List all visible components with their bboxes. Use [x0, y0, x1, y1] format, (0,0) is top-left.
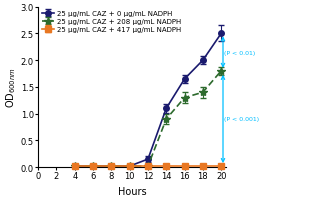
X-axis label: Hours: Hours — [117, 186, 146, 196]
Legend: 25 μg/mL CAZ + 0 μg/mL NADPH, 25 μg/mL CAZ + 208 μg/mL NADPH, 25 μg/mL CAZ + 417: 25 μg/mL CAZ + 0 μg/mL NADPH, 25 μg/mL C… — [40, 10, 183, 35]
Text: (P < 0.001): (P < 0.001) — [224, 117, 259, 122]
Y-axis label: OD$_{600nm}$: OD$_{600nm}$ — [4, 67, 18, 108]
Text: (P < 0.01): (P < 0.01) — [224, 50, 256, 55]
